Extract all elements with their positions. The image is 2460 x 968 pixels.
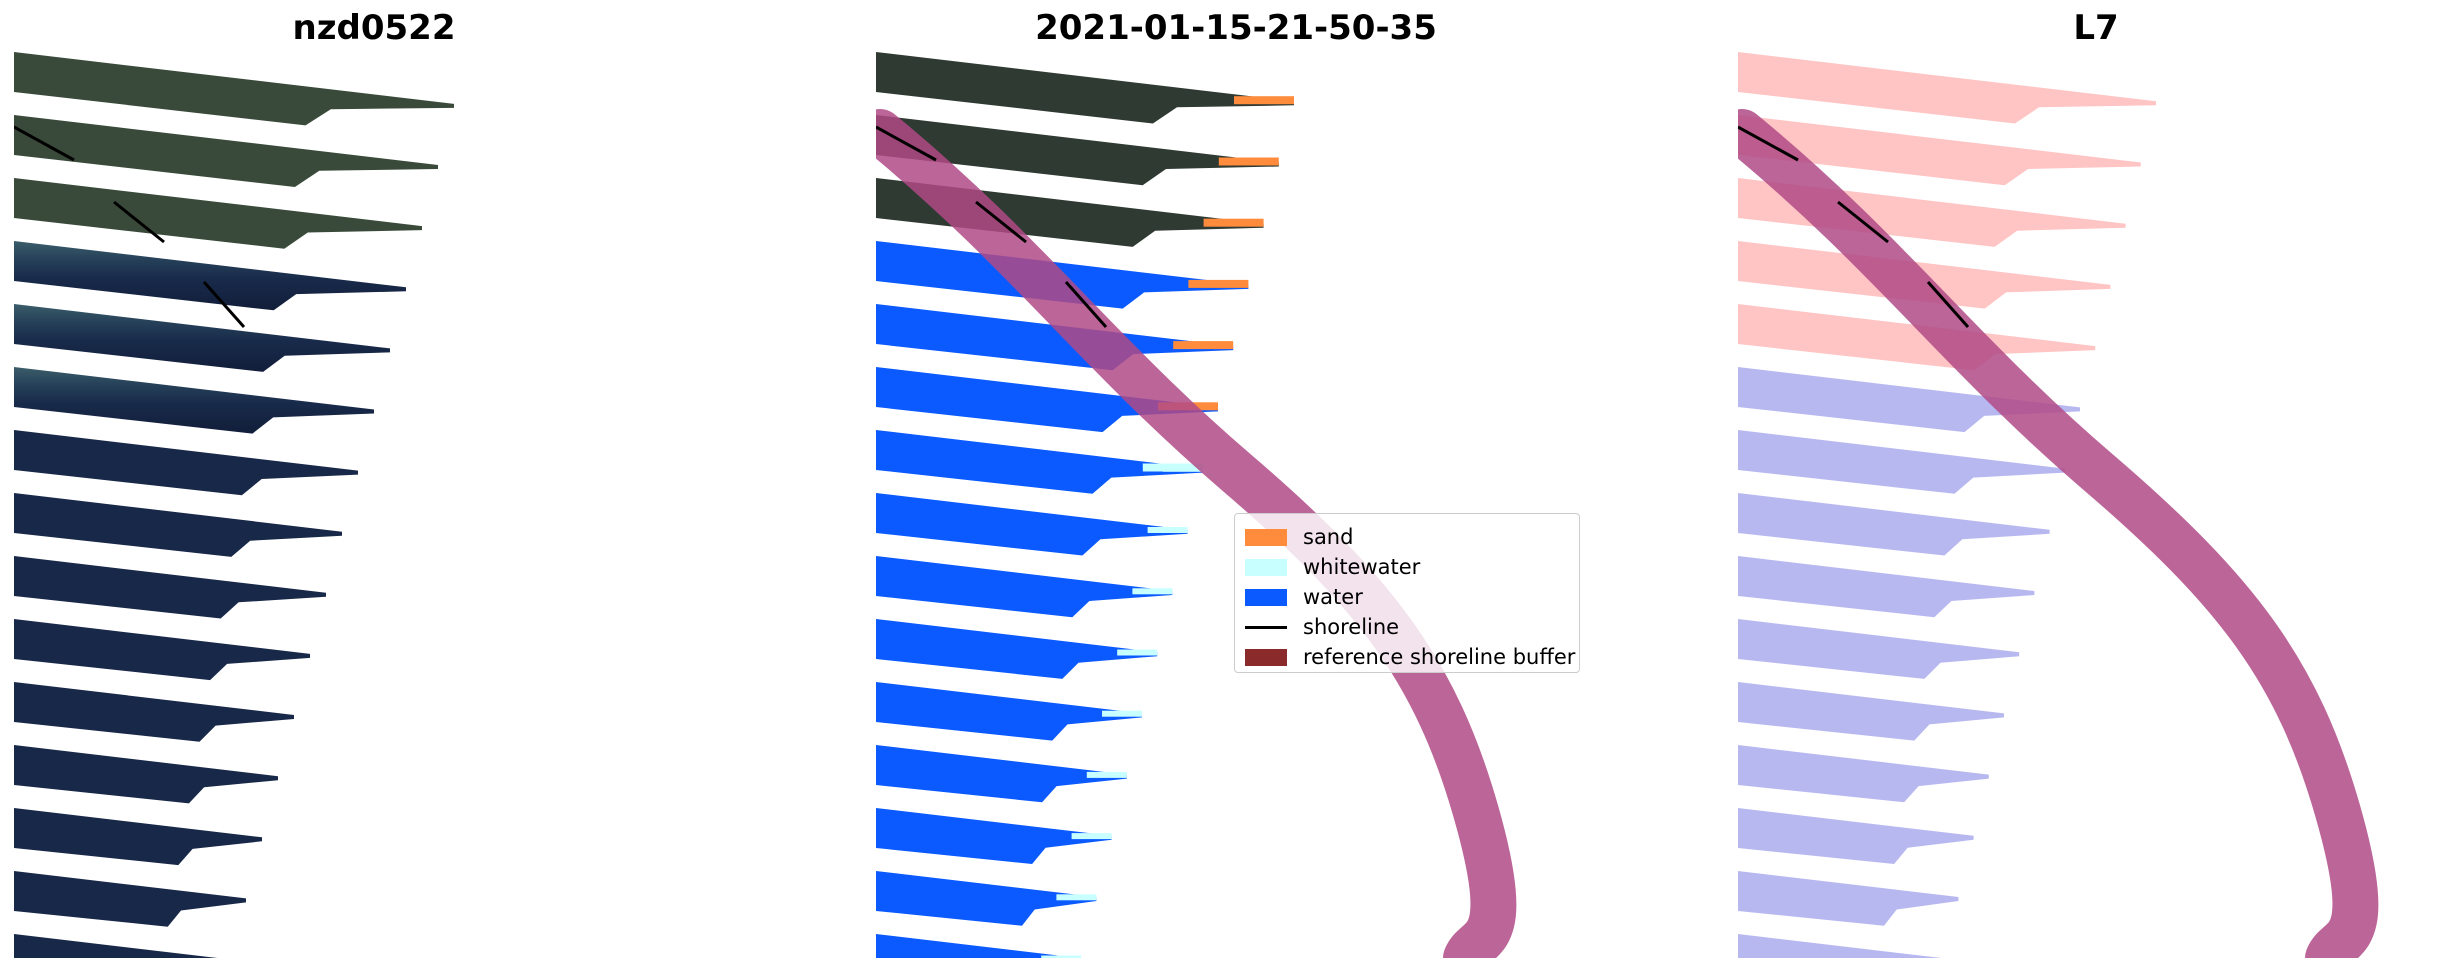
image-strip xyxy=(1738,556,2035,618)
sand-pixels xyxy=(1173,341,1234,350)
water-swatch xyxy=(1245,588,1287,606)
image-strip xyxy=(876,52,1294,124)
whitewater-swatch xyxy=(1245,558,1287,576)
legend-item-sand: sand xyxy=(1245,522,1569,552)
shoreline-segment xyxy=(113,200,165,244)
image-strip xyxy=(876,682,1142,741)
whitewater-pixels xyxy=(1117,649,1158,656)
image-strip xyxy=(876,808,1112,864)
image-strip xyxy=(1738,682,2004,741)
sand-swatch xyxy=(1245,528,1287,546)
shoreline-segment xyxy=(1837,200,1889,244)
image-strip xyxy=(1738,430,2065,494)
image-strip xyxy=(876,115,1279,186)
whitewater-pixels xyxy=(1102,710,1142,717)
whitewater-pixels xyxy=(1041,955,1082,958)
rgb-satellite-image xyxy=(14,52,454,958)
image-strip xyxy=(876,871,1097,926)
image-strip xyxy=(876,619,1158,679)
panel-title-rgb: nzd0522 xyxy=(292,8,456,48)
shoreline-overlay xyxy=(876,125,1108,328)
image-strip xyxy=(1738,619,2020,679)
image-strip xyxy=(14,115,438,187)
image-strip xyxy=(876,934,1080,958)
image-strip xyxy=(14,367,374,434)
image-strip xyxy=(14,52,454,126)
legend-item-whitewater: whitewater xyxy=(1245,552,1569,582)
image-strip xyxy=(14,682,294,742)
legend: sand whitewater water shoreline referenc… xyxy=(1234,513,1580,673)
legend-label: sand xyxy=(1303,525,1354,549)
image-strip xyxy=(1738,808,1974,864)
whitewater-pixels xyxy=(1056,894,1097,901)
legend-label: shoreline xyxy=(1303,615,1400,639)
shoreline-segment xyxy=(1064,281,1108,328)
sand-pixels xyxy=(1203,218,1264,227)
legend-label: reference shoreline buffer xyxy=(1303,645,1576,669)
image-strip xyxy=(14,934,218,958)
legend-item-reference-shoreline-buffer: reference shoreline buffer xyxy=(1245,642,1575,672)
image-strip xyxy=(14,241,406,311)
shoreline-segment xyxy=(975,200,1027,244)
image-strip xyxy=(14,304,390,372)
image-strip xyxy=(876,430,1203,494)
shoreline-segment xyxy=(202,281,246,328)
image-strip xyxy=(1738,367,2080,433)
shoreline-segment xyxy=(876,125,937,162)
legend-label: whitewater xyxy=(1303,555,1421,579)
index-image xyxy=(1738,52,2379,958)
image-strip xyxy=(1738,934,1942,958)
sand-pixels xyxy=(1234,96,1294,105)
classified-strips xyxy=(876,52,1294,958)
shoreline-segment xyxy=(1738,125,1799,162)
image-strip xyxy=(1738,115,2141,186)
shoreline-line-swatch xyxy=(1245,625,1287,629)
legend-item-water: water xyxy=(1245,582,1569,612)
shoreline-overlay xyxy=(1738,125,1970,328)
image-strip xyxy=(14,493,342,557)
panel-title-classified: 2021-01-15-21-50-35 xyxy=(1035,8,1437,48)
image-strips xyxy=(14,52,454,958)
buffer-swatch xyxy=(1245,648,1287,666)
shoreline-overlay xyxy=(14,125,246,328)
image-strip xyxy=(14,871,246,927)
image-strip xyxy=(876,493,1188,556)
image-strip xyxy=(1738,52,2156,124)
classified-image xyxy=(876,52,1517,958)
image-strip xyxy=(14,808,262,866)
whitewater-pixels xyxy=(1071,833,1112,840)
sand-pixels xyxy=(1188,279,1249,288)
legend-label: water xyxy=(1303,585,1363,609)
panel-title-index: L7 xyxy=(2073,8,2119,48)
sand-pixels xyxy=(1218,157,1279,166)
legend-item-shoreline: shoreline xyxy=(1245,612,1569,642)
whitewater-pixels xyxy=(1147,527,1188,533)
image-strip xyxy=(1738,304,2096,371)
image-strip xyxy=(876,745,1127,803)
image-strip xyxy=(876,304,1234,371)
image-strip xyxy=(1738,745,1989,803)
whitewater-pixels xyxy=(1162,465,1203,472)
image-strip xyxy=(1738,871,1959,926)
reference-shoreline-buffer xyxy=(1738,109,2379,958)
shoreline-segment xyxy=(1926,281,1970,328)
shoreline-segment xyxy=(14,125,75,162)
whitewater-pixels xyxy=(1086,771,1127,778)
image-strip xyxy=(14,556,326,619)
image-strip xyxy=(1738,493,2050,556)
image-strip xyxy=(14,178,422,249)
image-strip xyxy=(14,430,358,496)
image-strip xyxy=(876,367,1218,433)
image-strip xyxy=(14,619,310,681)
image-strip xyxy=(876,556,1173,618)
whitewater-pixels xyxy=(1132,588,1173,595)
image-strip xyxy=(14,745,278,804)
